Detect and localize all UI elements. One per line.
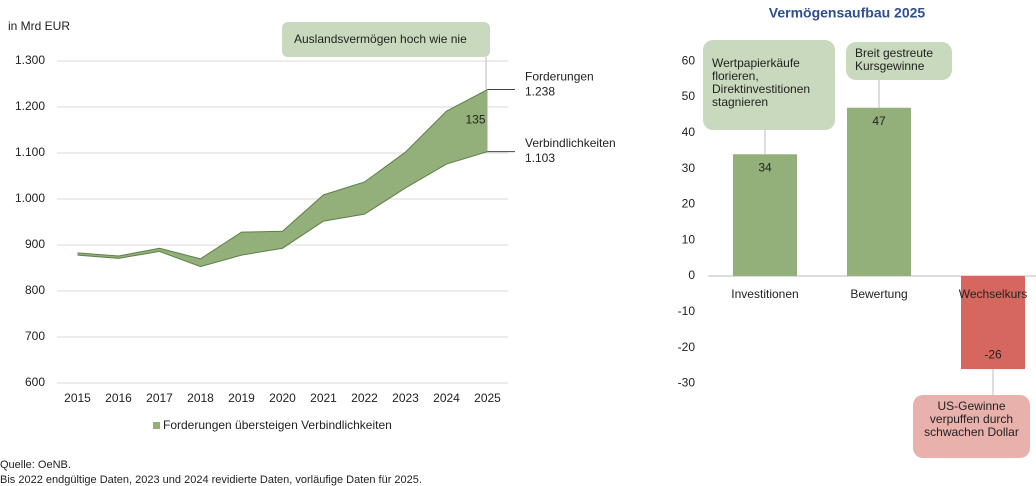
x-tick-label: Investitionen <box>731 287 798 301</box>
x-tick-label: 2019 <box>228 391 255 405</box>
callout-text: schwachen Dollar <box>924 425 1019 439</box>
x-tick-label: 2023 <box>392 391 419 405</box>
series-edge <box>77 89 488 260</box>
y-axis-unit: in Mrd EUR <box>8 19 70 33</box>
y-tick-label: 40 <box>682 125 696 139</box>
y-tick-label: 60 <box>682 53 696 67</box>
x-tick-label: 2015 <box>64 391 91 405</box>
x-tick-label: Bewertung <box>850 287 907 301</box>
callout-text: stagnieren <box>712 95 768 109</box>
y-tick-label: 1.100 <box>15 145 45 159</box>
chart-title: Vermögensaufbau 2025 <box>769 5 926 21</box>
note: Bis 2022 endgültige Daten, 2023 und 2024… <box>0 474 422 486</box>
data-label: 34 <box>758 160 772 174</box>
y-tick-label: 1.300 <box>15 53 45 67</box>
legend-swatch <box>153 422 160 429</box>
callout-text: Direktinvestitionen <box>712 82 810 96</box>
y-tick-label: -30 <box>678 376 696 390</box>
callout-box <box>846 42 952 80</box>
y-tick-label: 1.000 <box>15 191 45 205</box>
callout-text: florieren, <box>712 69 759 83</box>
x-tick-label: 2016 <box>105 391 132 405</box>
bar <box>961 276 1025 370</box>
series-name: Forderungen <box>525 70 594 84</box>
data-label: 1.238 <box>525 85 555 99</box>
callout-text: Breit gestreute <box>855 46 933 60</box>
difference-label: 135 <box>465 113 485 127</box>
x-tick-label: 2024 <box>433 391 460 405</box>
y-tick-label: 800 <box>25 283 45 297</box>
data-label: -26 <box>984 347 1002 361</box>
callout-box <box>703 40 835 130</box>
y-tick-label: 50 <box>682 89 696 103</box>
x-tick-label: 2025 <box>474 391 501 405</box>
y-tick-label: 30 <box>682 161 696 175</box>
callout-box <box>282 22 490 57</box>
bar <box>733 154 797 276</box>
x-tick-label: 2022 <box>351 391 378 405</box>
y-tick-label: 20 <box>682 197 696 211</box>
band-fill <box>77 89 488 267</box>
data-label: 47 <box>872 114 886 128</box>
callout-text: Auslandsvermögen hoch wie nie <box>294 32 467 46</box>
y-tick-label: 600 <box>25 375 45 389</box>
callout-text: Wertpapierkäufe <box>712 56 800 70</box>
x-tick-label: 2020 <box>269 391 296 405</box>
legend-label: Forderungen übersteigen Verbindlichkeite… <box>163 418 392 432</box>
bar <box>847 107 911 277</box>
callout-box <box>913 395 1030 458</box>
y-tick-label: 10 <box>682 232 696 246</box>
series-edge <box>77 151 488 268</box>
x-tick-label: 2017 <box>146 391 173 405</box>
y-tick-label: -20 <box>678 340 696 354</box>
y-tick-label: 1.200 <box>15 99 45 113</box>
y-tick-label: 700 <box>25 329 45 343</box>
y-tick-label: 0 <box>688 268 695 282</box>
y-tick-label: 900 <box>25 237 45 251</box>
x-tick-label: 2018 <box>187 391 214 405</box>
callout-text: verpuffen durch <box>930 412 1013 426</box>
data-label: 1.103 <box>525 151 555 165</box>
x-tick-label: Wechselkurs <box>959 287 1027 301</box>
callout-text: US-Gewinne <box>937 399 1005 413</box>
y-tick-label: -10 <box>678 304 696 318</box>
series-name: Verbindlichkeiten <box>525 136 616 150</box>
x-tick-label: 2021 <box>310 391 337 405</box>
source: Quelle: OeNB. <box>0 459 71 471</box>
callout-text: Kursgewinne <box>855 59 925 73</box>
